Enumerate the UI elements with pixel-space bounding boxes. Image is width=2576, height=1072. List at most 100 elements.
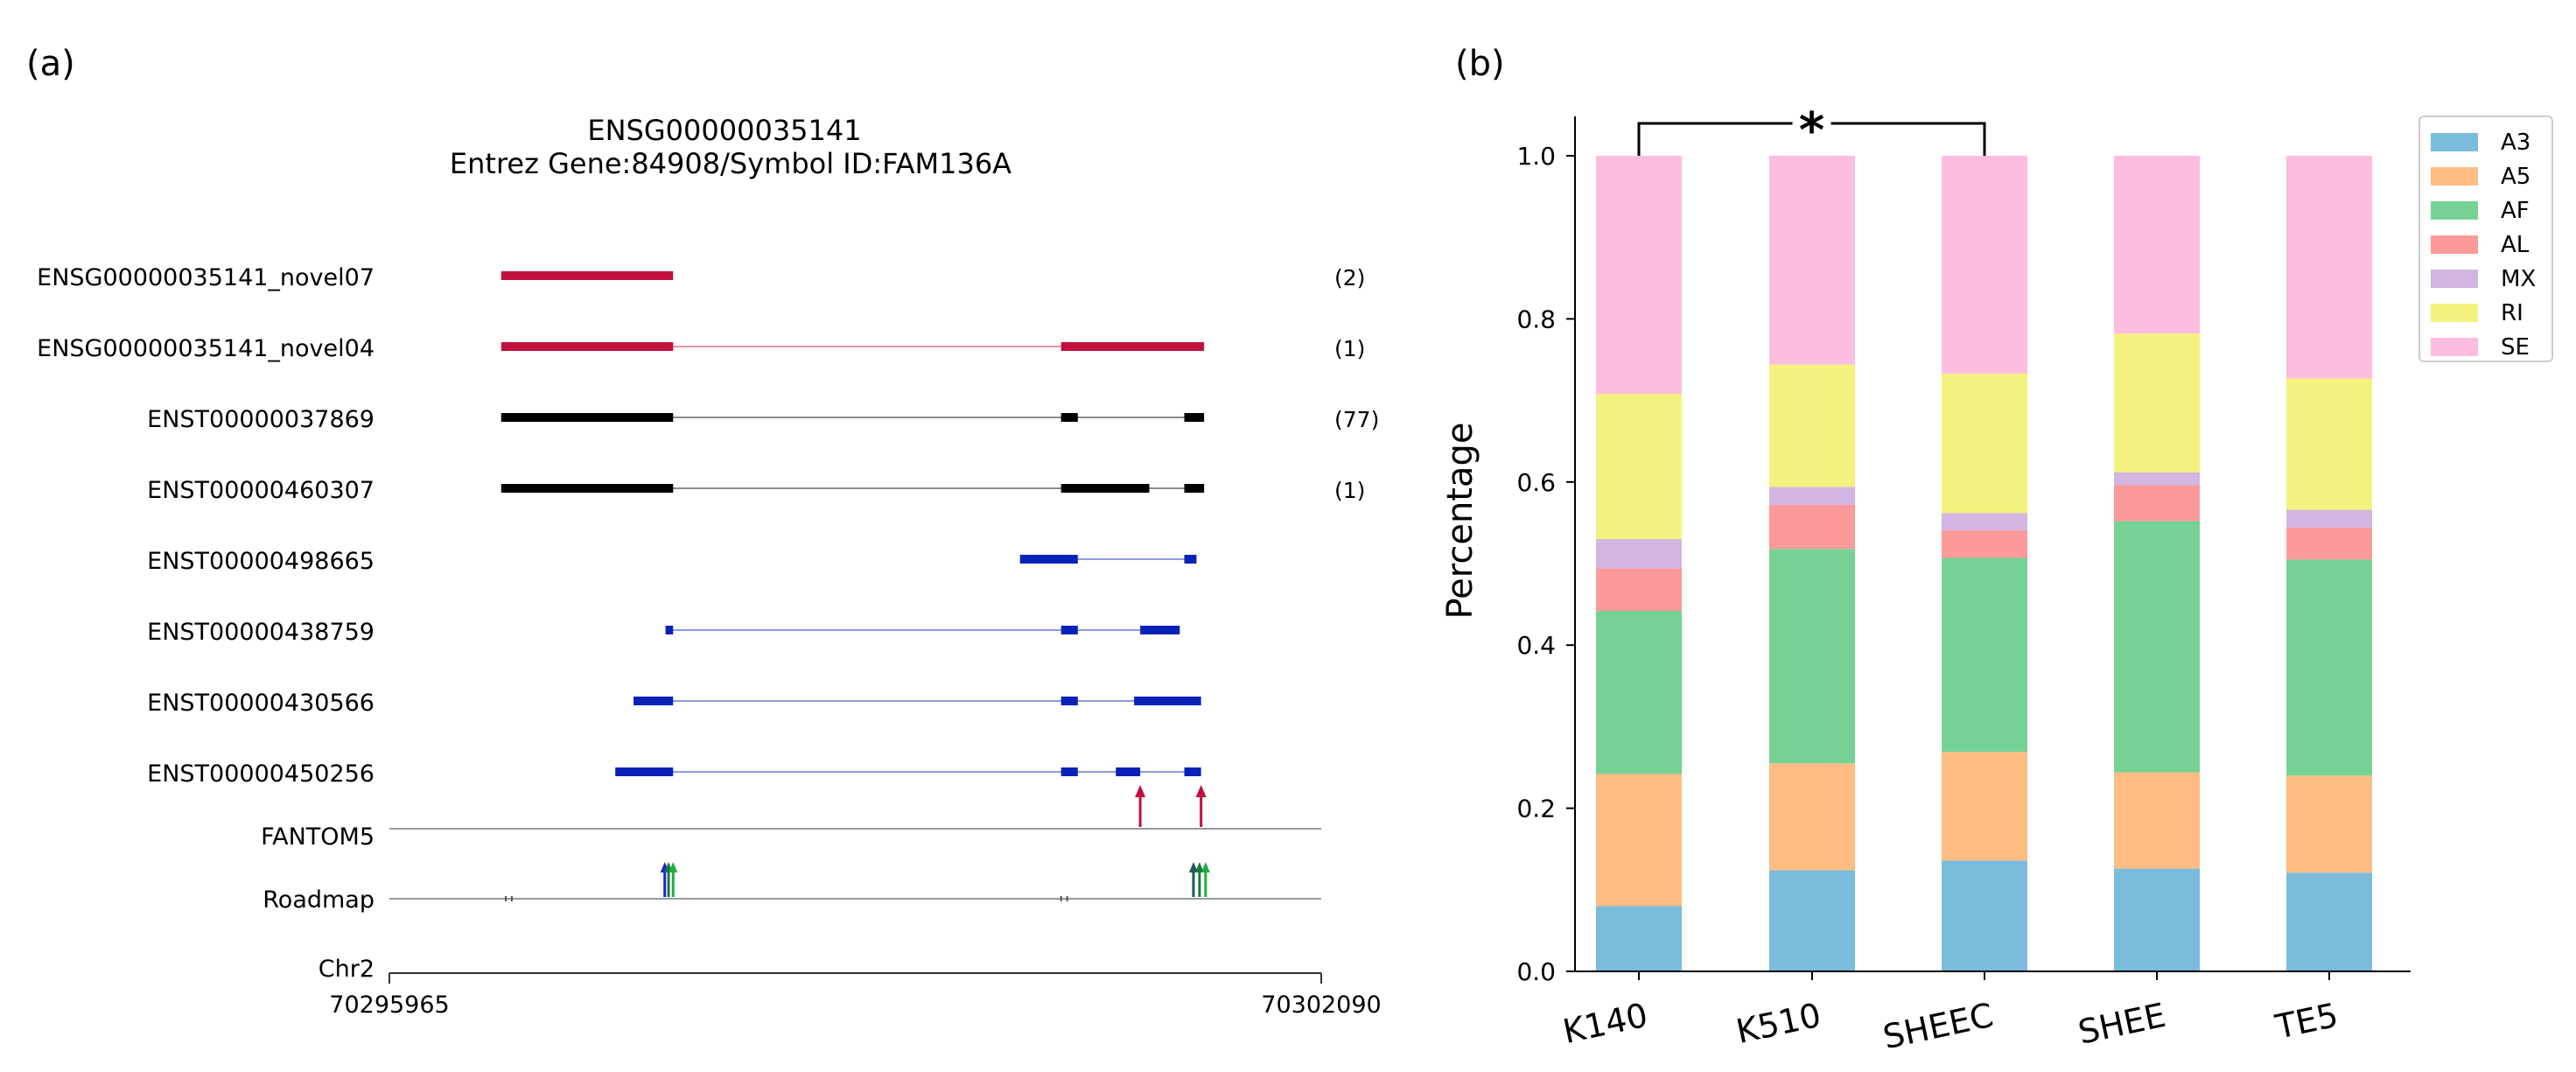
- legend-swatch: [2431, 270, 2478, 288]
- legend-swatch: [2431, 133, 2478, 151]
- bar-segment-a3: [1942, 860, 2027, 971]
- legend-swatch: [2431, 167, 2478, 186]
- bar-segment-ri: [1942, 373, 2027, 514]
- transcript-row: ENST00000037869 (77): [147, 406, 1379, 433]
- legend-label: AF: [2501, 198, 2530, 224]
- legend-label: AL: [2501, 232, 2530, 258]
- bar-stack-group: [1596, 156, 2372, 971]
- exon-block: [1060, 342, 1205, 351]
- y-tick-label: 0.4: [1516, 631, 1556, 660]
- bar-segment-al: [1596, 568, 1682, 612]
- transcript-label: ENST00000460307: [147, 477, 374, 504]
- exon-block: [500, 342, 674, 351]
- legend: A3 A5 AF AL MX RI SE: [2418, 116, 2553, 362]
- transcript-label: ENST00000450256: [147, 760, 374, 788]
- bar-segment-al: [2286, 527, 2372, 560]
- bar-segment-se: [1596, 156, 1682, 395]
- bar-segment-a5: [1596, 774, 1682, 907]
- gene-track-panel: ENSG00000035141 Entrez Gene:84908/Symbol…: [37, 114, 1382, 1019]
- x-tick-label: TE5: [2272, 996, 2342, 1047]
- bar-segment-al: [2114, 485, 2200, 522]
- legend-swatch: [2431, 304, 2478, 322]
- exon-block: [1134, 697, 1201, 705]
- fantom5-label: FANTOM5: [261, 823, 374, 851]
- bar-segment-a3: [1769, 870, 1855, 971]
- transcript-tracks: ENSG00000035141_novel07 (2)ENSG0000003514…: [37, 264, 1379, 788]
- roadmap-peak-arrow: [1200, 862, 1210, 897]
- exon-block: [1060, 484, 1150, 493]
- legend-item: AF: [2431, 198, 2530, 224]
- legend-item: A5: [2431, 164, 2530, 190]
- exon-block: [1184, 413, 1205, 422]
- exon-block: [1116, 767, 1141, 776]
- bar-segment-mx: [1769, 487, 1855, 505]
- transcript-row: ENSG00000035141_novel07 (2): [37, 264, 1365, 291]
- y-tick-label: 0.2: [1516, 795, 1556, 823]
- exon-block: [1019, 555, 1078, 564]
- exon-block: [1184, 767, 1201, 776]
- significance-line: [1637, 122, 1986, 156]
- bar-stack: [1596, 156, 1682, 971]
- bar-segment-ri: [1596, 394, 1682, 540]
- bar-segment-mx: [1942, 513, 2027, 530]
- bar-segment-se: [2286, 156, 2372, 379]
- bar-segment-a5: [1769, 763, 1855, 871]
- roadmap-label: Roadmap: [262, 886, 374, 914]
- exon-block: [615, 767, 674, 776]
- bar-segment-al: [1769, 504, 1855, 550]
- bar-stack: [1942, 156, 2027, 971]
- legend-item: AL: [2431, 232, 2530, 258]
- transcript-label: ENST00000438759: [147, 619, 374, 646]
- y-axis-label: Percentage: [1440, 422, 1480, 619]
- bar-segment-ri: [1769, 364, 1855, 487]
- y-tick-label: 0.8: [1516, 305, 1556, 333]
- transcript-label: ENSG00000035141_novel07: [37, 264, 374, 291]
- bar-segment-se: [2114, 156, 2200, 334]
- legend-item: SE: [2431, 334, 2530, 361]
- exon-block: [500, 413, 674, 422]
- exon-block: [500, 271, 674, 280]
- panel-label-b: (b): [1455, 44, 1505, 84]
- legend-label: RI: [2501, 300, 2524, 326]
- legend-label: A5: [2501, 164, 2530, 190]
- exon-block: [1060, 626, 1078, 634]
- transcript-row: ENST00000430566: [147, 690, 1201, 717]
- gene-subtitle: Entrez Gene:84908/Symbol ID:FAM136A: [450, 147, 1012, 180]
- exon-block: [500, 484, 674, 493]
- transcript-label: ENST00000498665: [147, 548, 374, 575]
- roadmap-track: Roadmap: [262, 862, 1321, 914]
- transcript-row: ENST00000450256: [147, 760, 1201, 788]
- exon-block: [1060, 413, 1078, 422]
- exon-block: [1184, 555, 1197, 564]
- exon-block: [1060, 697, 1078, 705]
- genome-end-label: 70302090: [1261, 991, 1381, 1019]
- stacked-bar-panel: 0.0 0.2 0.4 0.6 0.8 1.0 K140 K510 SHEEC SHEE TE5 *…: [1440, 102, 2553, 1056]
- bar-segment-mx: [2286, 509, 2372, 528]
- exon-block: [1140, 626, 1180, 634]
- gene-title: ENSG00000035141: [587, 114, 861, 147]
- bar-segment-af: [1942, 557, 2027, 753]
- exon-block: [665, 626, 674, 634]
- bar-segment-mx: [2114, 472, 2200, 486]
- bar-segment-a5: [1942, 752, 2027, 861]
- legend-label: MX: [2501, 266, 2536, 292]
- bar-segment-a3: [2286, 872, 2372, 971]
- bar-segment-a5: [2114, 772, 2200, 869]
- legend-label: SE: [2501, 334, 2530, 361]
- exon-block: [634, 697, 674, 705]
- bar-segment-ri: [2286, 378, 2372, 510]
- transcript-label: ENST00000037869: [147, 406, 374, 433]
- bar-segment-se: [1942, 156, 2027, 374]
- transcript-count: (77): [1334, 407, 1379, 432]
- exon-block: [1184, 484, 1205, 493]
- transcript-label: ENST00000430566: [147, 690, 374, 717]
- transcript-row: ENST00000438759: [147, 619, 1180, 646]
- chromosome-label: Chr2: [318, 956, 374, 983]
- bar-segment-af: [2286, 559, 2372, 776]
- bar-segment-a5: [2286, 775, 2372, 873]
- x-tick-label: SHEEC: [1880, 996, 1997, 1056]
- x-tick-label: K140: [1559, 996, 1650, 1051]
- exon-block: [1060, 767, 1078, 776]
- bar-segment-mx: [1596, 539, 1682, 569]
- legend-swatch: [2431, 201, 2478, 220]
